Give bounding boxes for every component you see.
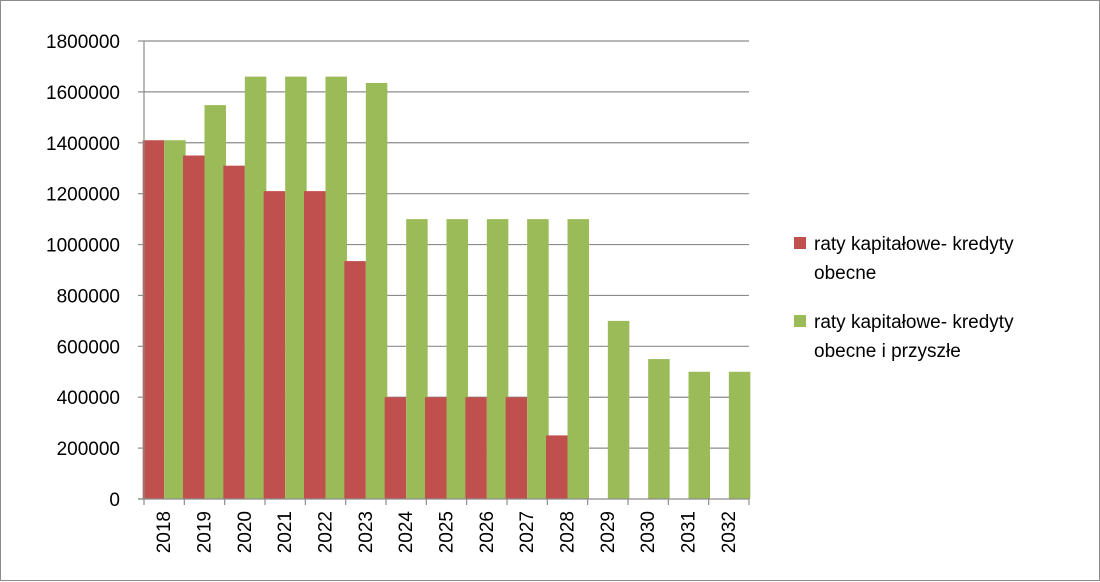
x-tick-label: 2031 [679,511,700,553]
bar-obecne-2018 [142,140,165,499]
bar-obecne-i-przyszle-2027 [527,219,549,499]
x-tick-label: 2019 [195,511,216,553]
bar-obecne-2019 [183,155,205,499]
x-tick-label: 2022 [316,511,337,553]
bar-obecne-2025 [425,397,447,499]
bar-obecne-2020 [223,165,245,499]
y-tick-label: 1000000 [46,236,120,257]
bar-obecne-i-przyszle-2031 [688,371,710,499]
y-tick-label: 1600000 [46,83,120,104]
bar-obecne-i-przyszle-2020 [244,76,267,499]
y-tick-label: 400000 [57,388,120,409]
axes [138,40,750,505]
x-tick-label: 2023 [356,511,377,553]
bar-obecne-i-przyszle-2022 [325,76,347,499]
bar-obecne-2026 [465,397,487,499]
y-tick-label: 1800000 [46,32,120,53]
bar-obecne-2021 [263,191,286,499]
y-tick-labels: 0 200000 400000 600000 800000 1000000 1200000 1… [46,32,120,511]
x-tick-label: 2027 [517,511,538,553]
x-tick-label: 2021 [275,511,296,553]
legend-swatch-obecne-i-przyszle [794,315,806,327]
x-tick-label: 2018 [154,511,175,553]
bar-obecne-i-przyszle-2029 [607,320,630,499]
x-tick-label: 2029 [598,511,619,553]
bar-obecne-i-przyszle-2024 [406,219,428,499]
bar-obecne-i-przyszle-2025 [446,219,468,499]
bar-obecne-2027 [505,397,528,499]
bar-obecne-i-przyszle-2032 [728,371,751,499]
x-tick-label: 2024 [396,511,417,554]
bar-obecne-i-przyszle-2028 [567,219,589,499]
x-tick-label: 2026 [477,511,498,553]
bar-obecne-i-przyszle-2030 [648,359,670,499]
x-tick-label: 2028 [558,511,579,553]
x-tick-label: 2032 [719,511,740,553]
bars [142,76,751,500]
x-tick-label: 2025 [437,511,458,553]
bar-obecne-2024 [384,397,407,499]
y-tick-label: 800000 [57,286,120,307]
y-tick-label: 1200000 [46,185,120,206]
bar-obecne-2028 [546,435,568,499]
legend-label: raty kapitałowe- kredyty [814,312,1014,333]
x-tick-labels: 2018 2019 2020 2021 2022 2023 2024 2025 2026 2027… [154,511,740,554]
y-tick-label: 0 [109,490,120,511]
legend-swatch-obecne [794,237,806,249]
bar-obecne-2022 [304,191,326,499]
bar-obecne-i-przyszle-2018 [164,140,186,499]
bar-obecne-i-przyszle-2023 [365,82,388,499]
bar-obecne-i-przyszle-2026 [486,219,509,499]
legend-label: obecne i przyszłe [814,341,961,362]
x-tick-label: 2020 [235,511,256,553]
x-tick-label: 2030 [638,511,659,553]
bar-obecne-i-przyszle-2019 [204,105,226,500]
bar-obecne-2023 [344,261,366,499]
y-tick-label: 600000 [57,337,120,358]
legend-label: raty kapitałowe- kredyty [814,234,1014,255]
y-tick-label: 200000 [57,439,120,460]
bar-obecne-i-przyszle-2021 [285,76,307,499]
legend-label: obecne [814,263,876,284]
legend: raty kapitałowe- kredyty obecne raty kapit… [794,234,1014,362]
y-tick-label: 1400000 [46,134,120,155]
